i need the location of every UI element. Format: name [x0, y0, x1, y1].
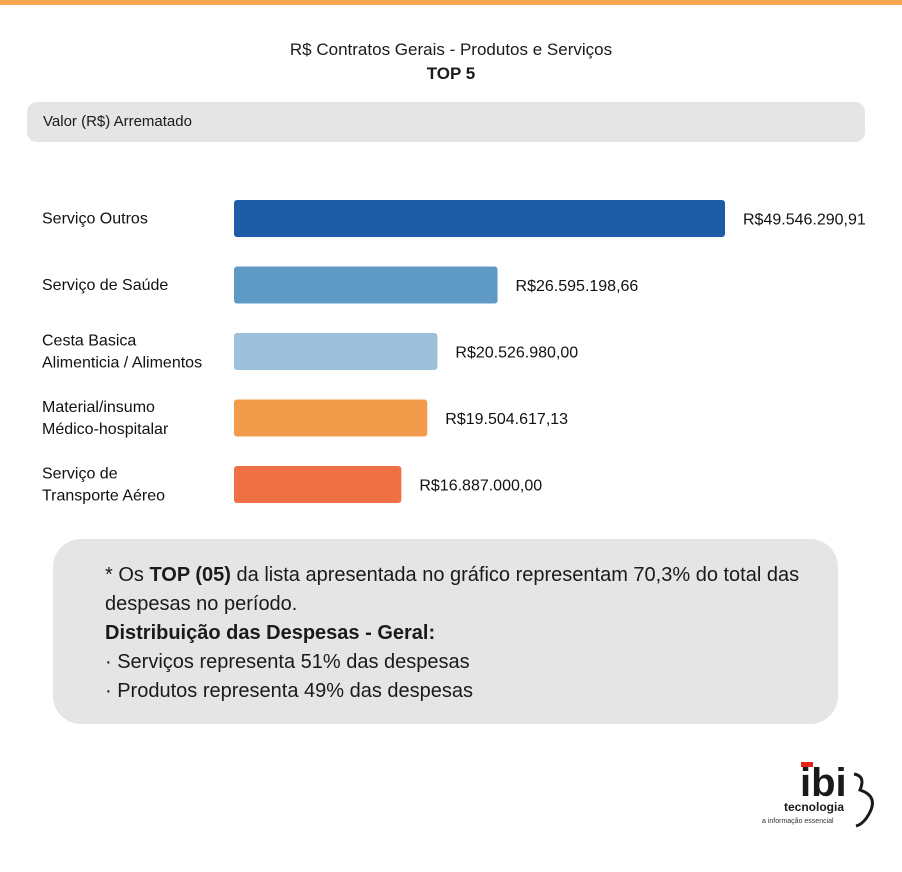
bar-5 [234, 466, 402, 503]
value-label-2: R$26.595.198,66 [516, 278, 639, 295]
metric-label: Valor (R$) Arrematado [43, 113, 192, 130]
note-line-1: * Os TOP (05) da lista apresentada no gr… [105, 564, 800, 586]
top-accent-line [0, 0, 902, 5]
logo-slogan: a informação essencial [762, 818, 834, 825]
bar-3 [234, 333, 438, 370]
category-label-4: Material/insumo Médico-hospitalar [42, 399, 169, 438]
category-label-5: Serviço de Transporte Aéreo [42, 466, 165, 505]
note-heading: Distribuição das Despesas - Geral: [105, 622, 436, 644]
bar-chart: R$49.546.290,91 Serviço Outros R$26.595.19… [42, 200, 866, 505]
note-item-products: · Produtos representa 49% das despesas [105, 680, 473, 702]
note-box: * Os TOP (05) da lista apresentada no gr… [53, 539, 838, 724]
note-line-2: despesas no período. [105, 593, 298, 615]
bar-2 [234, 266, 498, 304]
category-label-2: Serviço de Saúde [42, 277, 168, 294]
value-label-4: R$19.504.617,13 [445, 411, 568, 428]
value-label-1: R$49.546.290,91 [743, 212, 866, 229]
category-label-3: Cesta Basica Alimenticia / Alimentos [42, 333, 202, 372]
logo-curl [853, 772, 874, 828]
ibi-tecnologia-logo: ibi tecnologia a informação essencial [762, 761, 874, 828]
value-label-5: R$16.887.000,00 [419, 478, 542, 495]
note-text: * Os TOP (05) da lista apresentada no gr… [105, 561, 825, 706]
bar-1 [234, 200, 725, 237]
logo-tagline: tecnologia [784, 800, 844, 814]
metric-header-bar: Valor (R$) Arrematado [27, 102, 865, 142]
bar-4 [234, 399, 428, 437]
note-item-services: · Serviços representa 51% das despesas [105, 651, 470, 673]
logo-brand: ibi [800, 761, 847, 805]
chart-subtitle: TOP 5 [426, 64, 476, 83]
note-top-bold: TOP (05) [149, 564, 231, 586]
chart-title: R$ Contratos Gerais - Produtos e Serviço… [289, 40, 613, 59]
value-label-3: R$20.526.980,00 [455, 345, 578, 362]
category-label-1: Serviço Outros [42, 211, 148, 228]
logo-red-accent [801, 762, 813, 767]
